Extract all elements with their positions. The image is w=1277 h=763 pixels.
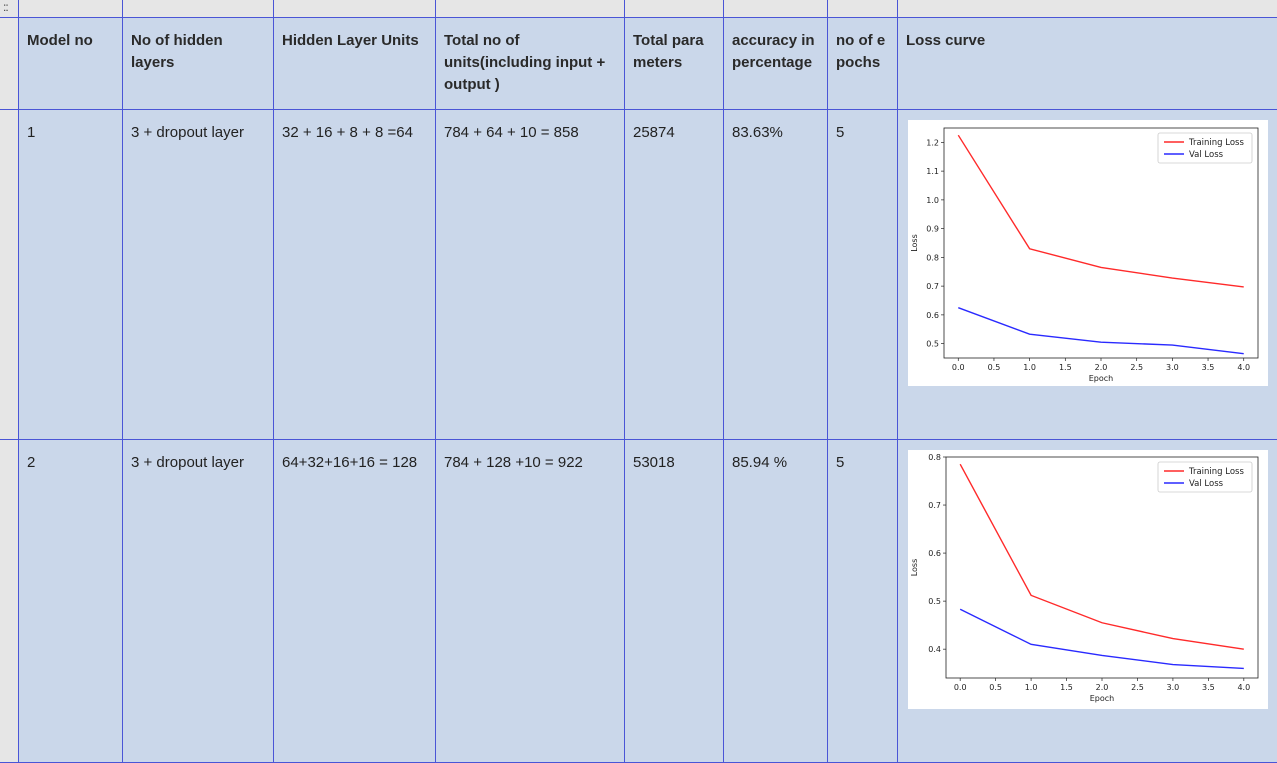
row1-total-units[interactable]: 784 + 64 + 10 = 858 [444,124,579,141]
y-tick-label: 0.6 [926,311,939,320]
y-axis-label: Loss [910,234,919,252]
y-tick-label: 0.6 [928,549,941,558]
row2-hidden-units[interactable]: 64+32+16+16 = 128 [282,454,418,471]
column-divider [723,0,724,763]
loss-chart-model-1[interactable]: 0.0 0.5 1.0 1.5 2.0 2.5 3.0 3.5 4.0 0.5 0.6 0.7 0.8 0… [908,120,1268,386]
x-axis-label: Epoch [1089,374,1114,383]
x-tick-label: 3.0 [1167,683,1180,692]
x-tick-label: 1.5 [1059,363,1072,372]
plot-frame [943,127,1259,359]
x-tick-label: 0.5 [989,683,1002,692]
header-total-units[interactable]: Total no of units(including input + outp… [444,32,606,93]
row-divider [0,439,1277,440]
column-divider [435,0,436,763]
x-tick-label: 3.5 [1202,683,1215,692]
loss-chart-2-svg: 0.0 0.5 1.0 1.5 2.0 2.5 3.0 3.5 4.0 0.4 0.5 0.6 0.7 0… [910,453,1259,703]
series-line-1 [958,307,1244,355]
y-tick-label: 0.7 [926,282,939,291]
x-tick-label: 1.0 [1023,363,1036,372]
series-line-1 [959,608,1244,670]
x-tick-label: 2.0 [1095,363,1108,372]
y-tick-label: 0.4 [928,645,941,654]
y-tick-label: 0.5 [926,340,939,349]
x-tick-label: 2.5 [1130,363,1143,372]
column-divider [897,0,898,763]
row-divider [0,109,1277,110]
legend-box [1157,132,1253,164]
header-loss-curve[interactable]: Loss curve [906,32,986,49]
x-tick-label: 3.0 [1166,363,1179,372]
legend-label: Val Loss [1189,479,1224,489]
y-tick-label: 1.0 [926,196,939,205]
row2-accuracy[interactable]: 85.94 % [732,454,788,471]
legend-label: Val Loss [1189,150,1224,160]
x-tick-label: 0.0 [952,363,965,372]
header-epochs[interactable]: no of epochs [836,32,886,71]
header-accuracy[interactable]: accuracy in percentage [732,32,815,71]
row1-total-params[interactable]: 25874 [633,124,675,141]
header-hidden-units[interactable]: Hidden Layer Units [282,32,419,49]
y-tick-label: 0.5 [928,597,941,606]
row1-accuracy[interactable]: 83.63% [732,124,783,141]
series-line-0 [959,463,1244,650]
y-axis-label: Loss [910,559,919,577]
header-hidden-layers[interactable]: No of hidden layers [131,32,223,71]
x-axis-label: Epoch [1090,694,1115,703]
legend-label: Training Loss [1188,467,1244,477]
row1-epochs[interactable]: 5 [836,124,845,141]
row2-total-params[interactable]: 53018 [633,454,675,471]
legend-box [1157,461,1253,493]
y-tick-label: 1.1 [926,167,939,176]
row1-model-no[interactable]: 1 [27,124,36,141]
y-tick-label: 0.8 [928,453,941,462]
x-tick-label: 0.0 [954,683,967,692]
loss-chart-model-2[interactable]: 0.0 0.5 1.0 1.5 2.0 2.5 3.0 3.5 4.0 0.4 0.5 0.6 0.7 0… [908,450,1268,709]
column-divider [18,0,19,763]
x-tick-label: 4.0 [1237,683,1250,692]
y-tick-label: 0.8 [926,253,939,262]
x-tick-label: 1.0 [1025,683,1038,692]
row2-total-units[interactable]: 784 + 128 +10 = 922 [444,454,583,471]
x-tick-label: 1.5 [1060,683,1073,692]
x-tick-label: 2.5 [1131,683,1144,692]
y-tick-label: 1.2 [926,138,939,147]
x-tick-label: 2.0 [1096,683,1109,692]
x-tick-label: 0.5 [988,363,1001,372]
drag-handle-icon[interactable]: :: [3,0,9,14]
row2-epochs[interactable]: 5 [836,454,845,471]
plot-frame [945,456,1259,679]
column-header-strip [0,0,1277,17]
row-header-strip [0,17,18,763]
y-tick-label: 0.7 [928,501,941,510]
x-tick-label: 3.5 [1202,363,1215,372]
column-divider [122,0,123,763]
column-divider [273,0,274,763]
x-tick-label: 4.0 [1237,363,1250,372]
header-total-params[interactable]: Total parameters [633,32,704,71]
row1-hidden-units[interactable]: 32 + 16 + 8 + 8 =64 [282,124,413,141]
column-divider [827,0,828,763]
row2-hidden-layers[interactable]: 3 + dropout layer [131,454,244,471]
row1-hidden-layers[interactable]: 3 + dropout layer [131,124,244,141]
row2-model-no[interactable]: 2 [27,454,36,471]
row-divider [0,17,1277,18]
loss-chart-1-svg: 0.0 0.5 1.0 1.5 2.0 2.5 3.0 3.5 4.0 0.5 0.6 0.7 0.8 0… [910,127,1259,383]
series-line-0 [957,134,1244,288]
header-model-no[interactable]: Model no [27,32,93,49]
column-divider [624,0,625,763]
legend-label: Training Loss [1188,138,1244,148]
y-tick-label: 0.9 [926,225,939,234]
